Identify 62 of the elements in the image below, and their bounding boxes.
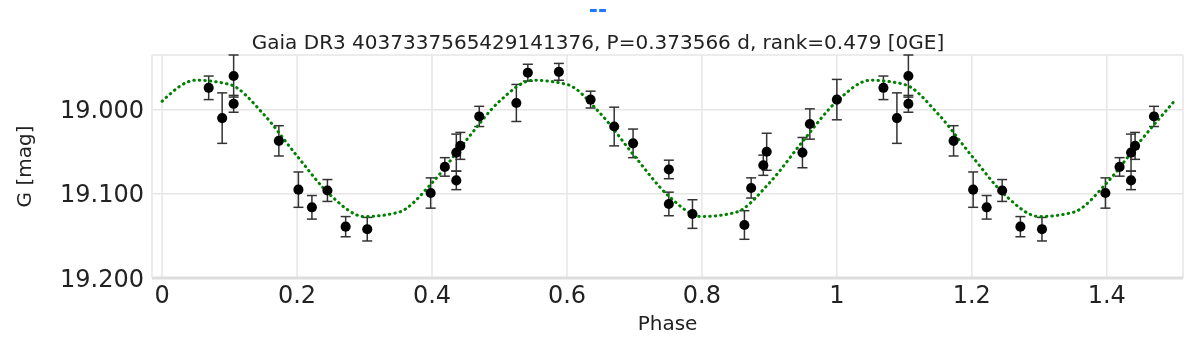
point bbox=[362, 224, 373, 235]
x-tick-label: 0.6 bbox=[547, 281, 587, 310]
point bbox=[1100, 187, 1111, 199]
chart-title: Gaia DR3 4037337565429141376, P=0.373566 d, rank=0.479 [0GE] bbox=[250, 30, 946, 54]
point bbox=[663, 164, 674, 175]
point bbox=[340, 221, 351, 232]
y-tick-label: 19.100 bbox=[60, 180, 144, 209]
point bbox=[968, 184, 979, 195]
point bbox=[203, 82, 214, 93]
point bbox=[306, 202, 317, 213]
point bbox=[948, 135, 959, 146]
point bbox=[739, 219, 750, 231]
point bbox=[511, 97, 522, 108]
point bbox=[997, 185, 1008, 196]
point bbox=[585, 94, 596, 105]
point bbox=[903, 98, 914, 109]
point bbox=[663, 198, 674, 209]
point bbox=[522, 67, 533, 78]
point bbox=[831, 94, 842, 105]
x-tick-label: 0 bbox=[154, 281, 170, 310]
point bbox=[891, 113, 902, 124]
point bbox=[217, 113, 228, 124]
point bbox=[981, 202, 992, 213]
point bbox=[746, 182, 757, 193]
x-tick-label: 0.2 bbox=[277, 281, 317, 310]
point bbox=[1130, 140, 1141, 151]
point bbox=[455, 140, 466, 151]
point bbox=[628, 138, 639, 149]
x-tick-label: 1 bbox=[829, 281, 845, 310]
point bbox=[1015, 221, 1026, 232]
point bbox=[687, 209, 698, 220]
line-series bbox=[160, 78, 1176, 219]
point bbox=[439, 161, 450, 172]
point bbox=[761, 146, 772, 157]
x-tick-label: 1.2 bbox=[952, 281, 991, 310]
point bbox=[1126, 175, 1137, 186]
point bbox=[293, 184, 304, 195]
point bbox=[451, 175, 462, 186]
point bbox=[609, 121, 620, 132]
point bbox=[797, 147, 808, 158]
point bbox=[425, 187, 436, 199]
point bbox=[322, 185, 333, 196]
x-tick-label: 0.4 bbox=[412, 281, 452, 310]
point bbox=[804, 118, 815, 130]
point bbox=[1148, 111, 1160, 122]
point bbox=[553, 66, 564, 77]
x-tick-label: 0.8 bbox=[682, 281, 721, 310]
point bbox=[474, 111, 485, 122]
x-axis-title: Phase bbox=[637, 311, 698, 335]
point bbox=[878, 82, 889, 93]
x-tick-label: 1.4 bbox=[1087, 281, 1126, 310]
y-axis-title: G [mag] bbox=[12, 125, 37, 208]
text: -- bbox=[587, 0, 609, 22]
point bbox=[1114, 161, 1125, 172]
point bbox=[758, 160, 769, 171]
y-tick-label: 19.000 bbox=[60, 96, 144, 125]
point bbox=[228, 71, 239, 82]
y-tick-label: 19.200 bbox=[60, 264, 144, 293]
point bbox=[903, 71, 914, 82]
point bbox=[1036, 224, 1048, 235]
point bbox=[228, 98, 239, 109]
point bbox=[273, 135, 284, 146]
